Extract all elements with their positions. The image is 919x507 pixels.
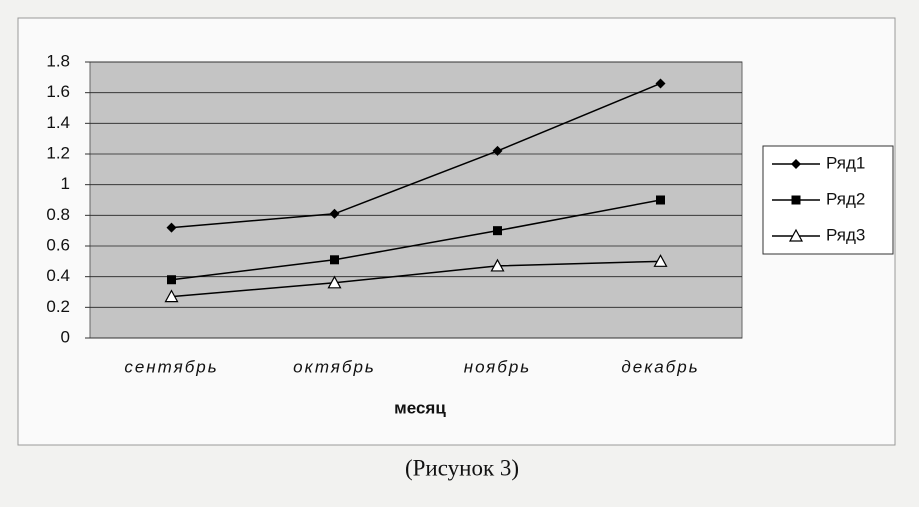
x-tick-label: ноябрь: [464, 357, 531, 376]
y-tick-label: 0.8: [46, 205, 70, 224]
point: [329, 208, 340, 219]
legend-marker: [791, 195, 801, 205]
y-tick-label: 1.8: [46, 51, 70, 70]
legend-marker: [788, 228, 804, 242]
y-tick-label: 0.6: [46, 235, 70, 254]
point: [490, 258, 505, 272]
y-tick-label: 0: [61, 327, 70, 346]
legend-label: Ряд2: [826, 189, 865, 208]
point: [653, 254, 668, 267]
point: [492, 145, 503, 156]
series-line: [171, 82, 661, 229]
x-tick-label: декабрь: [621, 357, 699, 376]
point: [656, 195, 665, 205]
point: [164, 289, 179, 303]
caption: (Рисунок 3): [405, 455, 519, 480]
series-line: [171, 260, 661, 298]
legend-marker: [791, 159, 801, 169]
y-tick-label: 1.6: [46, 82, 70, 101]
series-line: [171, 199, 661, 281]
x-tick-label: сентябрь: [124, 357, 218, 376]
legend-label: Ряд1: [826, 153, 865, 172]
y-tick-label: 1.4: [46, 113, 70, 132]
point: [330, 255, 339, 265]
point: [493, 226, 502, 236]
y-tick-label: 0.4: [46, 266, 70, 285]
y-tick-label: 0.2: [46, 297, 70, 316]
y-tick-label: 1.2: [46, 143, 70, 162]
y-tick-label: 1: [61, 174, 70, 193]
point: [166, 222, 177, 233]
point: [327, 275, 342, 289]
legend-label: Ряд3: [826, 225, 865, 244]
point: [655, 78, 666, 89]
point: [167, 275, 176, 285]
x-tick-label: октябрь: [293, 357, 376, 376]
plot-area: [89, 61, 743, 339]
x-axis-title: месяц: [394, 398, 446, 417]
